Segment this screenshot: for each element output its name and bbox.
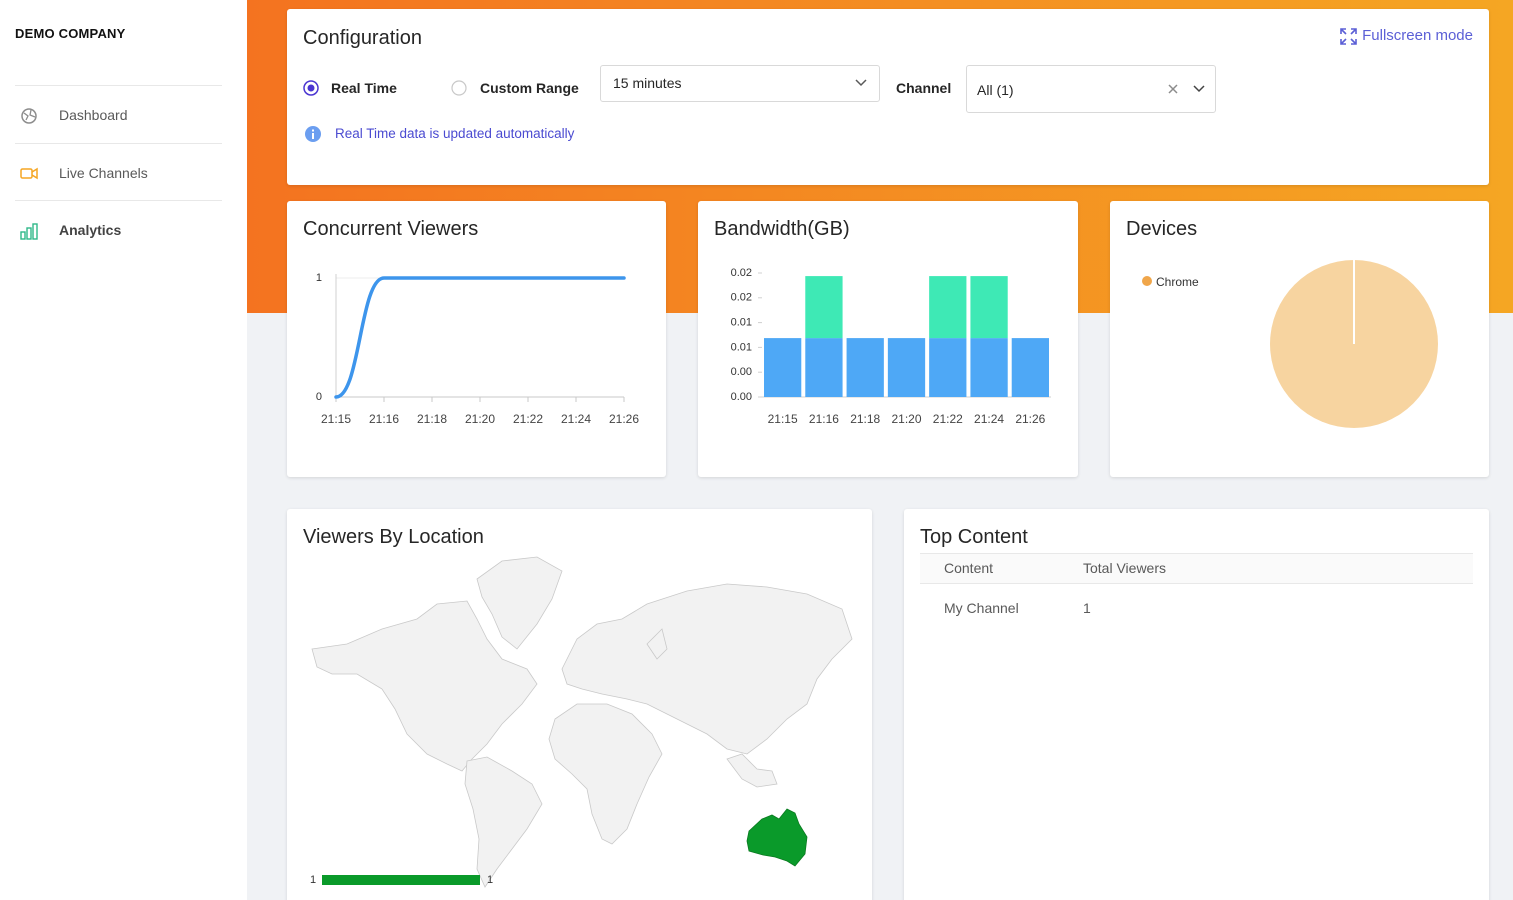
- pie-chart: Chrome: [1142, 260, 1438, 428]
- bar-segment: [1011, 338, 1049, 397]
- x-tick-label: 21:26: [1015, 412, 1045, 426]
- nav-icon: [20, 167, 38, 180]
- color-scale: [322, 875, 480, 885]
- radio-unchecked: [451, 80, 467, 96]
- card-title: Top Content: [920, 526, 1028, 548]
- x-tick-label: 21:20: [465, 412, 495, 426]
- radio-label: Custom Range: [480, 80, 579, 96]
- company-name: DEMO COMPANY: [15, 26, 126, 41]
- bar-chart: 0.00 0.00 0.01 0.01 0.02 0.02 21:15 21:16 21:18 2…: [731, 267, 1051, 426]
- channel-select[interactable]: All (1): [966, 65, 1216, 113]
- scale-max: 1: [487, 874, 493, 886]
- card-title: Bandwidth(GB): [714, 218, 850, 240]
- x-tick-label: 21:22: [933, 412, 963, 426]
- column-header: Content: [944, 560, 994, 576]
- nav-icon: [20, 223, 38, 240]
- x-tick-label: 21:18: [850, 412, 880, 426]
- channel-label: Channel: [896, 80, 952, 96]
- x-tick-label: 21:15: [321, 412, 351, 426]
- region: [746, 808, 808, 867]
- x-tick-label: 21:26: [609, 412, 639, 426]
- info-text: Real Time data is updated automatically: [335, 126, 575, 141]
- range-select[interactable]: 15 minutes: [600, 65, 880, 102]
- x-tick-label: 21:24: [561, 412, 591, 426]
- divider: [15, 200, 222, 201]
- bar-segment: [887, 338, 926, 397]
- column-header: Total Viewers: [1083, 560, 1167, 576]
- bar-segment: [846, 338, 884, 397]
- cell: My Channel: [944, 600, 1019, 616]
- nav-item[interactable]: Analytics: [0, 210, 247, 250]
- sidebar: DEMO COMPANY Dashboard Live Channels Ana…: [0, 0, 247, 900]
- nav-label: Live Channels: [59, 165, 148, 181]
- bar-segment: [805, 276, 843, 339]
- bar-segment: [970, 276, 1008, 339]
- x-tick-label: 21:16: [809, 412, 839, 426]
- card-title: Viewers By Location: [303, 526, 484, 548]
- bar-segment: [970, 338, 1008, 397]
- x-tick-label: 21:24: [974, 412, 1004, 426]
- legend-swatch: [1142, 276, 1152, 286]
- fullscreen-label: Fullscreen mode: [1362, 27, 1473, 44]
- y-tick-label: 0.00: [731, 391, 752, 403]
- clear-icon[interactable]: [1168, 84, 1178, 94]
- y-tick-label: 0.02: [731, 267, 752, 279]
- y-tick-label: 0.00: [731, 366, 752, 378]
- info-icon: [305, 126, 321, 142]
- x-tick-label: 21:22: [513, 412, 543, 426]
- y-tick-label: 0.02: [731, 292, 752, 304]
- nav-icon: [21, 108, 37, 124]
- x-tick-label: 21:20: [891, 412, 921, 426]
- nav-label: Analytics: [59, 222, 122, 238]
- fullscreen-button[interactable]: Fullscreen mode: [1340, 27, 1473, 47]
- radio-checked: [303, 80, 319, 96]
- x-tick-label: 21:18: [417, 412, 447, 426]
- bar-segment: [929, 338, 967, 397]
- chart-card: Bandwidth(GB) 0.00 0.00 0.01 0.01 0.02 0.02 21…: [698, 201, 1078, 477]
- nav-item[interactable]: Dashboard: [0, 95, 247, 135]
- select-value: 15 minutes: [613, 75, 682, 91]
- y-tick-label: 0.01: [731, 317, 752, 329]
- chart-card: Devices Chrome: [1110, 201, 1489, 477]
- bar-segment: [805, 338, 843, 397]
- chevron: [1193, 85, 1205, 93]
- bar-segment: [929, 276, 967, 339]
- nav-item[interactable]: Live Channels: [0, 153, 247, 193]
- card-title: Concurrent Viewers: [303, 218, 479, 240]
- cell: 1: [1083, 600, 1091, 616]
- line-chart: 0 1 21:15 21:16 21:18 21:20 21:22 21:24 21:26: [316, 272, 639, 426]
- select-value: All (1): [977, 82, 1014, 98]
- land: [311, 556, 853, 888]
- chevron: [855, 79, 867, 87]
- config-card: Configuration Fullscreen mode Real Time …: [287, 9, 1489, 185]
- x-tick-label: 21:16: [369, 412, 399, 426]
- bar-segment: [764, 338, 802, 397]
- divider: [15, 143, 222, 144]
- table-card: Top Content Content Total Viewers My Cha…: [904, 509, 1489, 900]
- legend-label: Chrome: [1156, 275, 1199, 289]
- line-series: [334, 276, 626, 399]
- fullscreen-icon: [1340, 28, 1357, 45]
- chart-card: Concurrent Viewers 0 1 21:15 21:16 21:18 21:2…: [287, 201, 666, 477]
- card-title: Configuration: [303, 27, 422, 49]
- map-card: Viewers By Location 1 1: [287, 509, 872, 900]
- y-tick-label: 0.01: [731, 341, 752, 353]
- y-tick-label: 1: [316, 272, 322, 284]
- card-title: Devices: [1126, 218, 1198, 240]
- y-tick-label: 0: [316, 391, 322, 403]
- x-tick-label: 21:15: [768, 412, 798, 426]
- divider: [15, 85, 222, 86]
- radio-label: Real Time: [331, 80, 397, 96]
- table-row: My Channel 1: [920, 595, 1473, 625]
- scale-min: 1: [310, 874, 316, 886]
- table-header: Content Total Viewers: [920, 553, 1473, 584]
- nav-label: Dashboard: [59, 107, 128, 123]
- world-map: 1 1: [310, 556, 853, 888]
